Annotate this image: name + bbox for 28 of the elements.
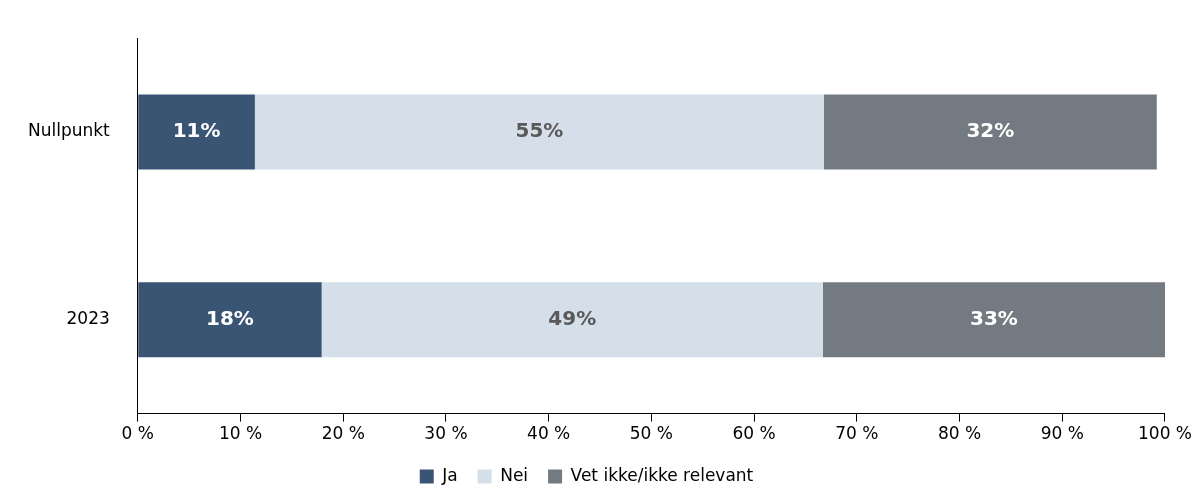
x-tick-label: 70 %: [835, 423, 879, 444]
bar: [138, 282, 322, 358]
legend-label: Nei: [500, 464, 529, 485]
bar: [822, 282, 1165, 358]
x-tick-label: 100 %: [1137, 423, 1193, 444]
x-tick-label: 30 %: [424, 423, 468, 444]
bar: [321, 282, 823, 358]
x-tick-label: 60 %: [732, 423, 776, 444]
bar: [823, 94, 1157, 170]
data-label: 49%: [548, 305, 597, 330]
y-tick-label: 2023: [66, 308, 110, 329]
bar: [254, 94, 824, 170]
data-label: 55%: [515, 118, 564, 143]
x-tick-label: 0 %: [121, 423, 154, 444]
data-label: 32%: [966, 118, 1015, 143]
x-tick-label: 10 %: [218, 423, 263, 444]
data-label: 11%: [172, 118, 221, 143]
x-tick-label: 40 %: [527, 423, 571, 444]
data-label: 33%: [970, 305, 1018, 330]
x-tick-label: 50 %: [629, 423, 673, 444]
y-tick-label: Nullpunkt: [27, 120, 111, 141]
x-tick-label: 20 %: [321, 423, 365, 444]
data-label: 18%: [206, 305, 254, 330]
bar: [138, 94, 255, 170]
legend-label: Ja: [441, 464, 458, 485]
x-tick-label: 80 %: [937, 423, 982, 444]
legend-label: Vet ikke/ikke relevant: [570, 464, 754, 485]
x-tick-label: 90 %: [1040, 423, 1084, 444]
